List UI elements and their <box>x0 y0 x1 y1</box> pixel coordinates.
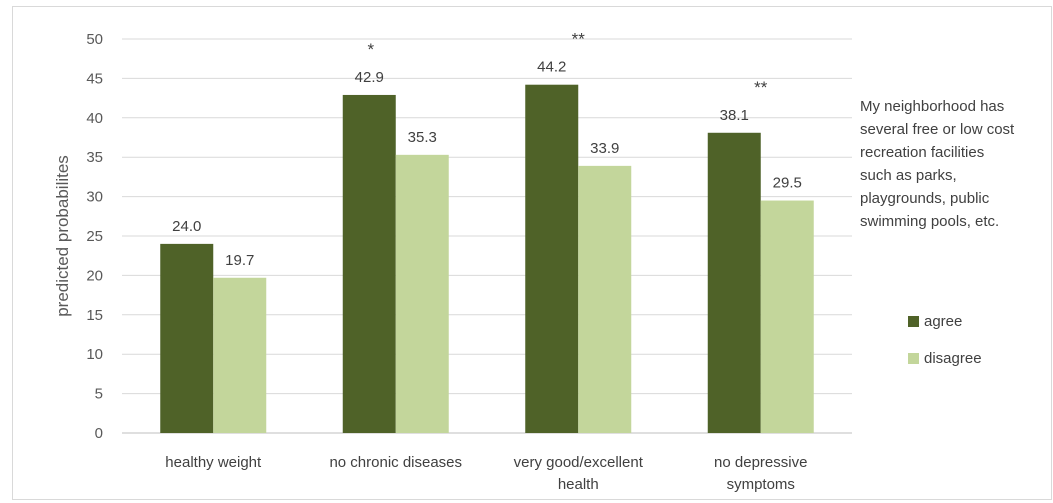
legend-title-line: playgrounds, public <box>860 190 990 207</box>
category-label: health <box>558 476 599 493</box>
significance-marker: ** <box>754 78 768 97</box>
data-label: 33.9 <box>590 140 619 157</box>
legend-title-line: recreation facilities <box>860 144 985 161</box>
y-axis-label: predicted probabilites <box>53 155 72 317</box>
y-tick-label: 40 <box>86 110 103 127</box>
data-label: 44.2 <box>537 59 566 76</box>
category-label: no depressive <box>714 454 807 471</box>
bar-agree <box>160 243 214 433</box>
data-label: 19.7 <box>225 252 254 269</box>
legend-title-line: such as parks, <box>860 167 957 184</box>
data-label: 42.9 <box>355 69 384 86</box>
bars <box>160 84 814 434</box>
legend-item-disagree: disagree <box>908 350 982 367</box>
legend-label-disagree: disagree <box>924 350 982 367</box>
bar-agree <box>342 94 396 433</box>
legend-title-line: several free or low cost <box>860 121 1015 138</box>
data-labels: 24.0 19.7 42.9 35.3 * 44.2 33.9 ** 38.1 29.5 ** <box>172 30 802 269</box>
data-label: 35.3 <box>408 129 437 146</box>
category-labels: healthy weight no chronic diseases very go… <box>165 454 807 493</box>
bar-disagree <box>578 165 632 434</box>
category-label: symptoms <box>727 476 795 493</box>
category-label: very good/excellent <box>514 454 644 471</box>
legend-swatch-agree <box>908 316 919 327</box>
y-tick-label: 35 <box>86 149 103 166</box>
y-tick-label: 10 <box>86 346 103 363</box>
y-tick-label: 0 <box>95 425 103 442</box>
bar-disagree <box>760 200 814 433</box>
y-tick-label: 20 <box>86 267 103 284</box>
significance-marker: ** <box>572 30 586 49</box>
y-axis-ticks: 0 5 10 15 20 25 30 35 40 45 50 <box>86 31 103 442</box>
legend-swatch-disagree <box>908 353 919 364</box>
y-tick-label: 25 <box>86 228 103 245</box>
legend-title-line: My neighborhood has <box>860 98 1005 115</box>
bar-disagree <box>213 277 267 433</box>
bar-disagree <box>395 154 449 433</box>
y-tick-label: 15 <box>86 307 103 324</box>
data-label: 24.0 <box>172 218 201 235</box>
legend-label-agree: agree <box>924 313 963 330</box>
y-tick-label: 50 <box>86 31 103 48</box>
y-tick-label: 45 <box>86 70 103 87</box>
y-tick-label: 30 <box>86 189 103 206</box>
category-label: healthy weight <box>165 454 262 471</box>
y-tick-label: 5 <box>95 386 103 403</box>
data-label: 38.1 <box>720 107 749 124</box>
bar-agree <box>525 84 579 433</box>
data-label: 29.5 <box>773 175 802 192</box>
legend-item-agree: agree <box>908 313 962 330</box>
significance-marker: * <box>367 40 374 59</box>
bar-agree <box>707 132 761 433</box>
legend-title-line: swimming pools, etc. <box>860 213 1000 230</box>
category-label: no chronic diseases <box>329 454 462 471</box>
legend-title: My neighborhood has several free or low c… <box>860 95 1053 233</box>
